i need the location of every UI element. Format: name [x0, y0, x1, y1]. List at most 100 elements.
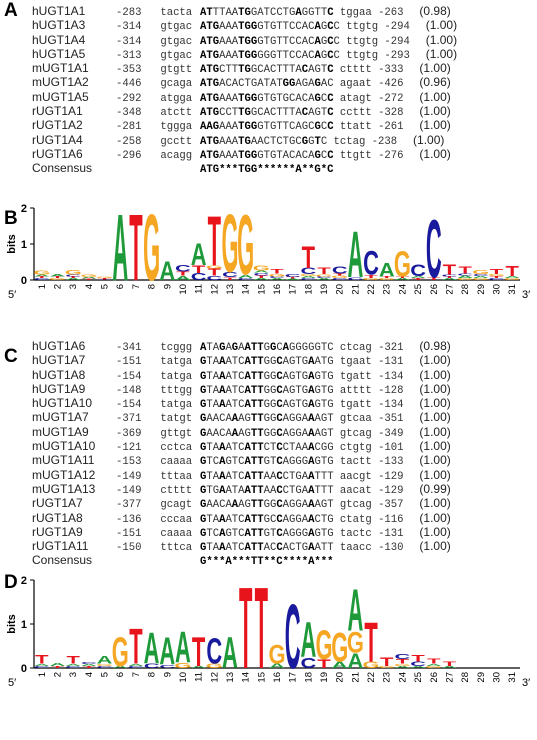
match-score: (1.00): [416, 410, 451, 425]
logo-letter-a: A: [50, 274, 66, 278]
logo-letter-a: A: [316, 278, 332, 281]
y-tick-label: 0: [21, 663, 27, 675]
logo-letter-g: G: [206, 663, 223, 670]
core-sequence: AAGAAATGGGTGTTCAGCGCC: [200, 121, 334, 134]
logo-letter-c: C: [97, 279, 113, 280]
y-tick-label: 2: [21, 203, 27, 215]
logo-letter-a: A: [175, 623, 191, 673]
right-flank: ctatg: [333, 513, 379, 526]
position-label: 11: [194, 672, 205, 682]
position-label: 4: [84, 284, 95, 289]
alignment-row: mUGT1A10 -121 cctca GTAAATCATTCTCCTAAACGG …: [32, 439, 451, 455]
alignment-row: rUGT1A9 -151 caaaa GTCAGTCATTGTCAGGGAGTG t…: [32, 524, 451, 540]
logo-letter-a: A: [65, 663, 81, 666]
match-score: (1.00): [409, 132, 445, 147]
core-sequence: ATGAAATGGGTGTACACAGCC: [200, 149, 334, 162]
start-position: -149: [116, 470, 142, 483]
position-label: 13: [225, 672, 236, 683]
position-label: 1: [37, 672, 48, 677]
logo-letter-g: G: [378, 278, 395, 281]
logo-letter-t: T: [82, 278, 96, 280]
left-flank: atgga: [154, 92, 193, 105]
logo-letter-a: A: [442, 278, 458, 281]
right-flank: ctcag: [333, 342, 379, 354]
logo-letter-t: T: [380, 276, 394, 279]
start-position: -377: [116, 499, 142, 512]
position-label: 26: [429, 672, 440, 683]
alignment-row: hUGT1A4 -314 gtgac ATGAAATGGGTGTTCCACAGCC …: [32, 33, 457, 48]
alignment-c: hUGT1A6 -341 tcggg ATAGAGAATTGGCAGGGGGTC c…: [32, 339, 451, 568]
core-sequence: GTAAATCATTACCACTGAATT: [200, 542, 334, 555]
logo-letter-a: A: [81, 664, 97, 667]
position-label: 5: [100, 284, 111, 289]
left-flank: gttgt: [154, 427, 193, 440]
start-position: -121: [116, 442, 142, 455]
start-position: -446: [116, 78, 142, 91]
logo-letter-a: A: [65, 278, 81, 281]
logo-letter-c: C: [97, 666, 113, 669]
logo-letter-c: C: [285, 585, 301, 688]
logo-letter-g: G: [49, 278, 66, 281]
logo-letter-c: C: [316, 276, 332, 279]
alignment-row: rUGT1A7 -377 gcagt GAACAAAGTTGGCAGGAAAGT g…: [32, 496, 451, 512]
logo-letter-t: T: [66, 276, 80, 279]
position-label: 23: [382, 672, 393, 683]
logo-letter-g: G: [394, 663, 411, 666]
match-score: (1.00): [422, 18, 458, 33]
alignment-row: hUGT1A1 -283 tacta ATTTAATGGATCCTGAGGTTC t…: [32, 4, 457, 19]
logo-letter-c: C: [159, 664, 175, 669]
core-sequence: GTAAATCATTGGCAGTGAATG: [200, 356, 334, 369]
left-flank: acagg: [154, 149, 193, 162]
position-label: 6: [115, 284, 126, 289]
position-label: 22: [366, 284, 377, 295]
gene-name: hUGT1A9: [32, 381, 86, 396]
position-label: 14: [241, 284, 252, 295]
logo-letter-c: C: [206, 632, 222, 672]
gene-name: hUGT1A10: [32, 396, 93, 411]
three-prime-label: 3′: [522, 289, 530, 301]
three-prime-label: 3′: [522, 677, 530, 689]
logo-letter-t: T: [411, 653, 425, 663]
logo-letter-a: A: [159, 257, 175, 287]
position-label: 3: [68, 672, 79, 677]
position-label: 7: [131, 672, 142, 677]
alignment-row: mUGT1A12 -149 tttaa GTAAATCATTAACCTGAATTT …: [32, 468, 451, 483]
core-sequence: ATAGAGAATTGGCAGGGGGTC: [200, 342, 334, 354]
core-sequence: GTCAGTCATTGTCAGGGAGTG: [200, 527, 334, 540]
end-position: -328: [378, 107, 404, 120]
logo-letter-t: T: [427, 657, 440, 665]
gene-name: mUGT1A5: [32, 89, 89, 104]
gene-name: mUGT1A1: [32, 61, 89, 76]
logo-letter-a: A: [144, 624, 160, 674]
core-sequence: GTAAATCATTGGCAGTGAGTG: [200, 370, 334, 383]
right-flank: ttgtt: [333, 149, 379, 162]
position-label: 20: [335, 284, 346, 295]
logo-letter-a: A: [442, 666, 458, 669]
logo-letter-c: C: [269, 276, 285, 279]
match-score: (1.00): [416, 496, 451, 511]
right-flank: ttgtg: [339, 35, 385, 48]
logo-letter-c: C: [285, 273, 302, 278]
position-label: 25: [413, 284, 424, 295]
position-label: 2: [53, 672, 64, 677]
left-flank: tatgt: [154, 413, 193, 426]
logo-letter-c: C: [332, 278, 348, 281]
position-label: 8: [147, 284, 158, 289]
logo-letter-t: T: [364, 611, 377, 674]
start-position: -150: [116, 542, 142, 555]
logo-letter-c: C: [473, 274, 489, 277]
gene-name: hUGT1A7: [32, 353, 86, 368]
end-position: -131: [378, 527, 404, 540]
position-label: 1: [37, 284, 48, 289]
core-sequence: ATGAAATGGGTGTTCCACAGCC: [200, 21, 340, 34]
left-flank: tttgg: [154, 384, 193, 397]
logo-letter-a: A: [426, 663, 442, 666]
logo-letter-g: G: [174, 662, 191, 670]
match-score: (1.00): [416, 524, 451, 539]
alignment-row: mUGT1A5 -292 atgga ATGAAATGGGTGTGCACAGCC a…: [32, 89, 457, 105]
position-label: 9: [162, 284, 173, 289]
end-position: -333: [378, 64, 404, 77]
logo-letter-t: T: [443, 661, 457, 668]
start-position: -151: [116, 356, 142, 369]
end-position: -116: [378, 513, 404, 526]
